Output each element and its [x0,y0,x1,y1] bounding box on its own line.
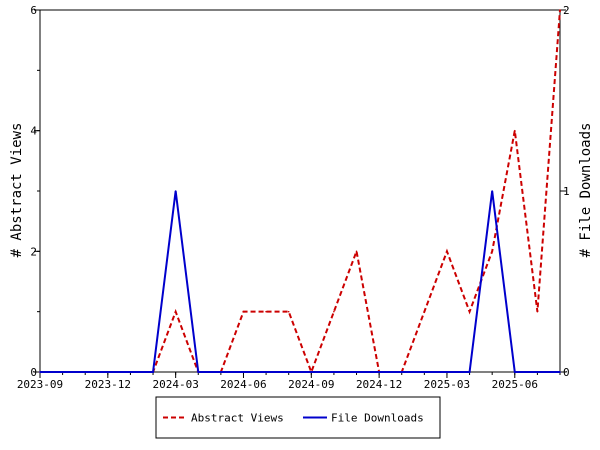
data-point-file-downloads [197,371,200,373]
data-point-file-downloads [468,371,471,373]
data-point-abstract-views [333,310,335,313]
y-right-tick-label: 1 [563,185,570,198]
data-point-file-downloads [333,371,335,373]
data-point-abstract-views [468,310,471,313]
data-point-file-downloads [559,371,561,373]
x-tick-label: 2024-03 [152,378,198,391]
data-point-abstract-views [287,310,290,313]
axes: 2023-09 2023-12 2024-03 2024-06 2024-09 2024-… [17,4,570,391]
data-point-abstract-views [423,310,426,313]
data-point-file-downloads [152,371,154,373]
data-point-file-downloads [400,371,403,373]
data-point-file-downloads [129,371,132,373]
data-point-file-downloads [287,371,290,373]
series-layer [39,9,561,375]
data-point-file-downloads [513,371,516,373]
data-point-file-downloads [378,371,380,373]
data-point-abstract-views [355,250,358,253]
x-tick-label: 2023-12 [85,378,131,391]
legend-box [155,396,441,439]
data-point-file-downloads [355,371,358,373]
data-point-file-downloads [242,371,245,373]
data-point-file-downloads [265,371,267,373]
data-point-file-downloads [39,371,41,373]
data-point-file-downloads [310,371,313,373]
y-left-tick-label: 2 [30,245,37,258]
plot-frame [39,9,561,373]
y-axis-title-right: # File Downloads [578,123,594,258]
y-right-tick-label: 0 [563,366,570,379]
x-tick-label: 2024-12 [356,378,402,391]
y-left-tick-label: 0 [30,366,37,379]
series-line-file-downloads [40,190,560,373]
data-point-file-downloads [61,371,64,373]
legend-label-abstract-views: Abstract Views [191,412,284,425]
data-point-abstract-views [536,310,539,313]
x-tick-label: 2024-06 [220,378,266,391]
data-point-abstract-views [242,310,245,313]
data-point-file-downloads [491,190,493,192]
legend: Abstract Views File Downloads [155,396,441,439]
data-point-abstract-views [491,250,493,253]
data-point-file-downloads [536,371,539,373]
data-point-file-downloads [84,371,87,373]
y-left-tick-label: 6 [30,4,37,17]
data-point-abstract-views [265,310,267,313]
data-point-file-downloads [423,371,426,373]
data-point-abstract-views [559,9,561,11]
y-right-tick-label: 2 [563,4,570,17]
x-tick-label: 2025-06 [492,378,538,391]
y-axis-title-left: # Abstract Views [9,123,25,258]
x-tick-label: 2025-03 [424,378,470,391]
data-point-abstract-views [174,310,177,313]
legend-label-file-downloads: File Downloads [331,412,424,425]
series-line-abstract-views [40,9,561,375]
data-point-file-downloads [220,371,222,373]
data-point-file-downloads [174,190,177,192]
data-point-file-downloads [107,371,109,373]
x-tick-label: 2024-09 [288,378,334,391]
data-point-abstract-views [513,129,516,132]
x-tick-label: 2023-09 [17,378,63,391]
data-point-file-downloads [446,371,448,373]
data-point-abstract-views [446,250,448,253]
y-left-tick-label: 4 [30,125,37,138]
